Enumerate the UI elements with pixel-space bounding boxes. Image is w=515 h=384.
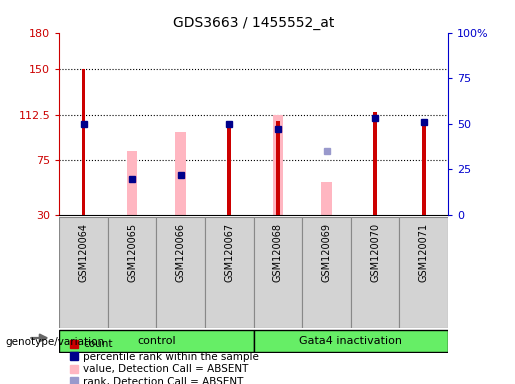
FancyBboxPatch shape xyxy=(205,217,253,328)
Legend: count, percentile rank within the sample, value, Detection Call = ABSENT, rank, : count, percentile rank within the sample… xyxy=(70,339,259,384)
Title: GDS3663 / 1455552_at: GDS3663 / 1455552_at xyxy=(173,16,334,30)
Bar xyxy=(272,115,283,215)
FancyBboxPatch shape xyxy=(351,217,400,328)
Bar xyxy=(422,121,426,215)
Text: Gata4 inactivation: Gata4 inactivation xyxy=(299,336,402,346)
Bar xyxy=(228,121,231,215)
Text: genotype/variation: genotype/variation xyxy=(5,337,104,347)
FancyBboxPatch shape xyxy=(253,217,302,328)
Text: GSM120070: GSM120070 xyxy=(370,223,380,281)
Text: GSM120069: GSM120069 xyxy=(321,223,332,281)
Bar xyxy=(373,112,377,215)
FancyBboxPatch shape xyxy=(108,217,157,328)
Bar xyxy=(81,69,85,215)
FancyBboxPatch shape xyxy=(59,217,108,328)
FancyBboxPatch shape xyxy=(253,329,448,352)
Bar xyxy=(321,182,332,215)
Text: GSM120065: GSM120065 xyxy=(127,223,137,281)
Text: GSM120071: GSM120071 xyxy=(419,223,429,281)
Text: GSM120066: GSM120066 xyxy=(176,223,186,281)
Bar xyxy=(127,151,138,215)
FancyBboxPatch shape xyxy=(400,217,448,328)
Text: control: control xyxy=(137,336,176,346)
Bar xyxy=(176,132,186,215)
FancyBboxPatch shape xyxy=(59,329,253,352)
Text: GSM120064: GSM120064 xyxy=(78,223,89,281)
FancyBboxPatch shape xyxy=(157,217,205,328)
Text: GSM120067: GSM120067 xyxy=(225,223,234,281)
FancyBboxPatch shape xyxy=(302,217,351,328)
Bar xyxy=(276,121,280,215)
Text: GSM120068: GSM120068 xyxy=(273,223,283,281)
